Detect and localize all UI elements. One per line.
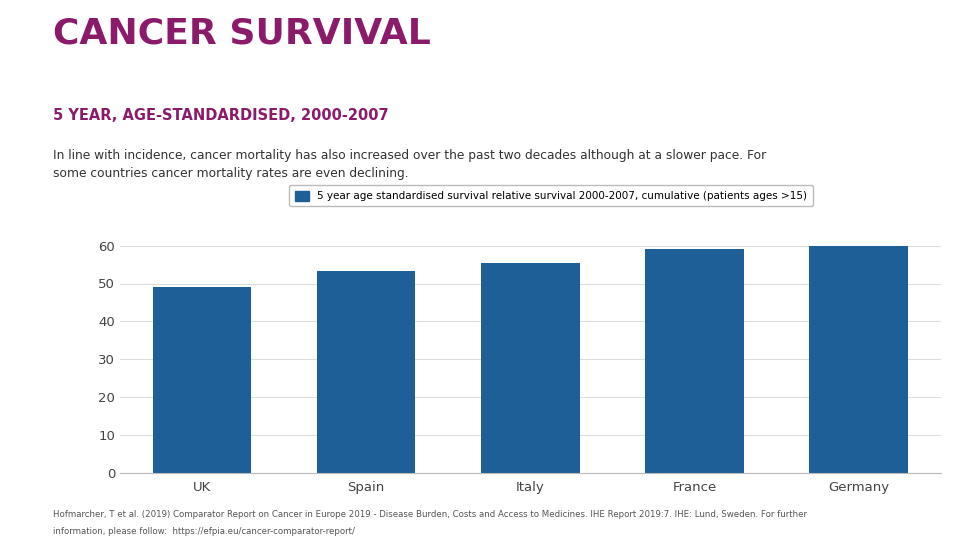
Text: CANCER SURVIVAL: CANCER SURVIVAL xyxy=(53,16,430,50)
Legend: 5 year age standardised survival relative survival 2000-2007, cumulative (patien: 5 year age standardised survival relativ… xyxy=(289,185,813,206)
Text: 5 YEAR, AGE-STANDARDISED, 2000-2007: 5 YEAR, AGE-STANDARDISED, 2000-2007 xyxy=(53,108,389,123)
Bar xyxy=(481,262,580,472)
Bar xyxy=(153,287,252,472)
Bar xyxy=(809,246,908,472)
Text: In line with incidence, cancer mortality has also increased over the past two de: In line with incidence, cancer mortality… xyxy=(53,148,766,179)
Bar xyxy=(645,249,744,472)
Text: information, please follow:  https://efpia.eu/cancer-comparator-report/: information, please follow: https://efpi… xyxy=(53,526,354,536)
Text: Hofmarcher, T et al. (2019) Comparator Report on Cancer in Europe 2019 - Disease: Hofmarcher, T et al. (2019) Comparator R… xyxy=(53,510,806,519)
Bar xyxy=(317,272,416,472)
